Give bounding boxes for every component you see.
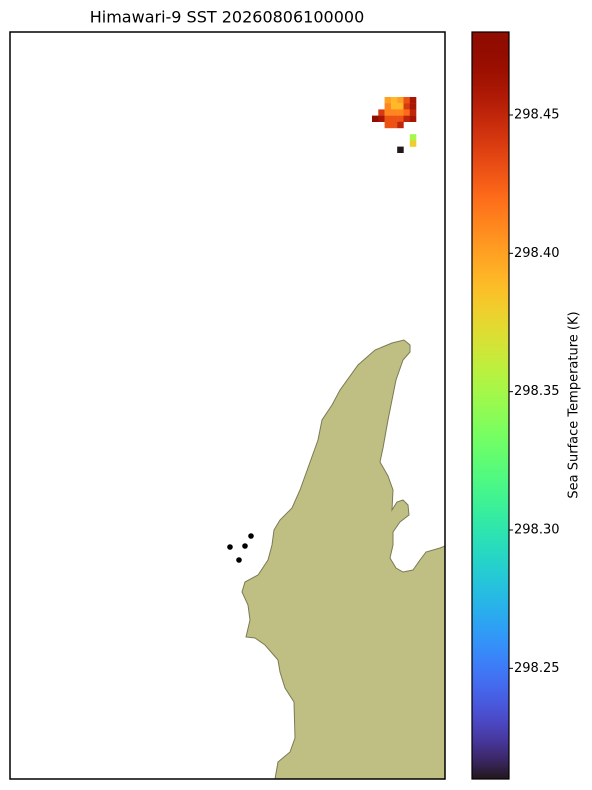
sst-pixel <box>403 109 410 116</box>
sst-pixel <box>397 109 404 116</box>
sst-pixel <box>384 115 392 122</box>
sst-pixel <box>409 115 417 122</box>
sst-pixel <box>384 121 392 129</box>
colorbar-tick-label: 298.30 <box>514 523 560 538</box>
sst-pixel <box>390 109 398 116</box>
sst-pixel <box>384 103 392 110</box>
city-dot <box>227 544 233 550</box>
colorbar-tick-label: 298.35 <box>514 384 560 399</box>
sst-pixel <box>397 146 404 153</box>
sst-pixel <box>390 103 398 110</box>
sst-pixel <box>409 103 417 110</box>
sst-pixel <box>409 109 417 116</box>
sst-pixel <box>384 97 392 104</box>
sst-pixel <box>390 121 398 129</box>
map-area <box>10 32 446 780</box>
sst-pixel <box>403 97 410 104</box>
colorbar-tick-label: 298.25 <box>514 661 560 676</box>
land <box>241 339 446 780</box>
sst-pixel <box>403 115 410 122</box>
sst-pixel <box>397 97 404 104</box>
colorbar-label: Sea Surface Temperature (K) <box>567 311 582 498</box>
sst-pixel <box>372 115 379 122</box>
sst-pixel <box>390 97 398 104</box>
sst-pixel <box>409 134 417 141</box>
sst-pixel <box>390 115 398 122</box>
colorbar-tick-label: 298.40 <box>514 246 560 261</box>
colorbar-tick-label: 298.45 <box>514 108 560 123</box>
sst-pixel <box>403 103 410 110</box>
map-title: Himawari-9 SST 20260806100000 <box>90 8 365 27</box>
sst-pixel <box>397 115 404 122</box>
city-dot <box>248 533 254 539</box>
sst-pixel <box>409 140 417 147</box>
map-frame <box>9 31 446 780</box>
city-dot <box>236 557 242 563</box>
sst-pixel <box>397 103 404 110</box>
sst-pixel <box>378 109 385 116</box>
sst-pixel <box>378 115 385 122</box>
sst-pixel <box>409 97 417 104</box>
city-dot <box>242 543 248 549</box>
sst-pixel <box>384 109 392 116</box>
sst-pixel <box>397 121 404 129</box>
colorbar <box>471 31 510 780</box>
